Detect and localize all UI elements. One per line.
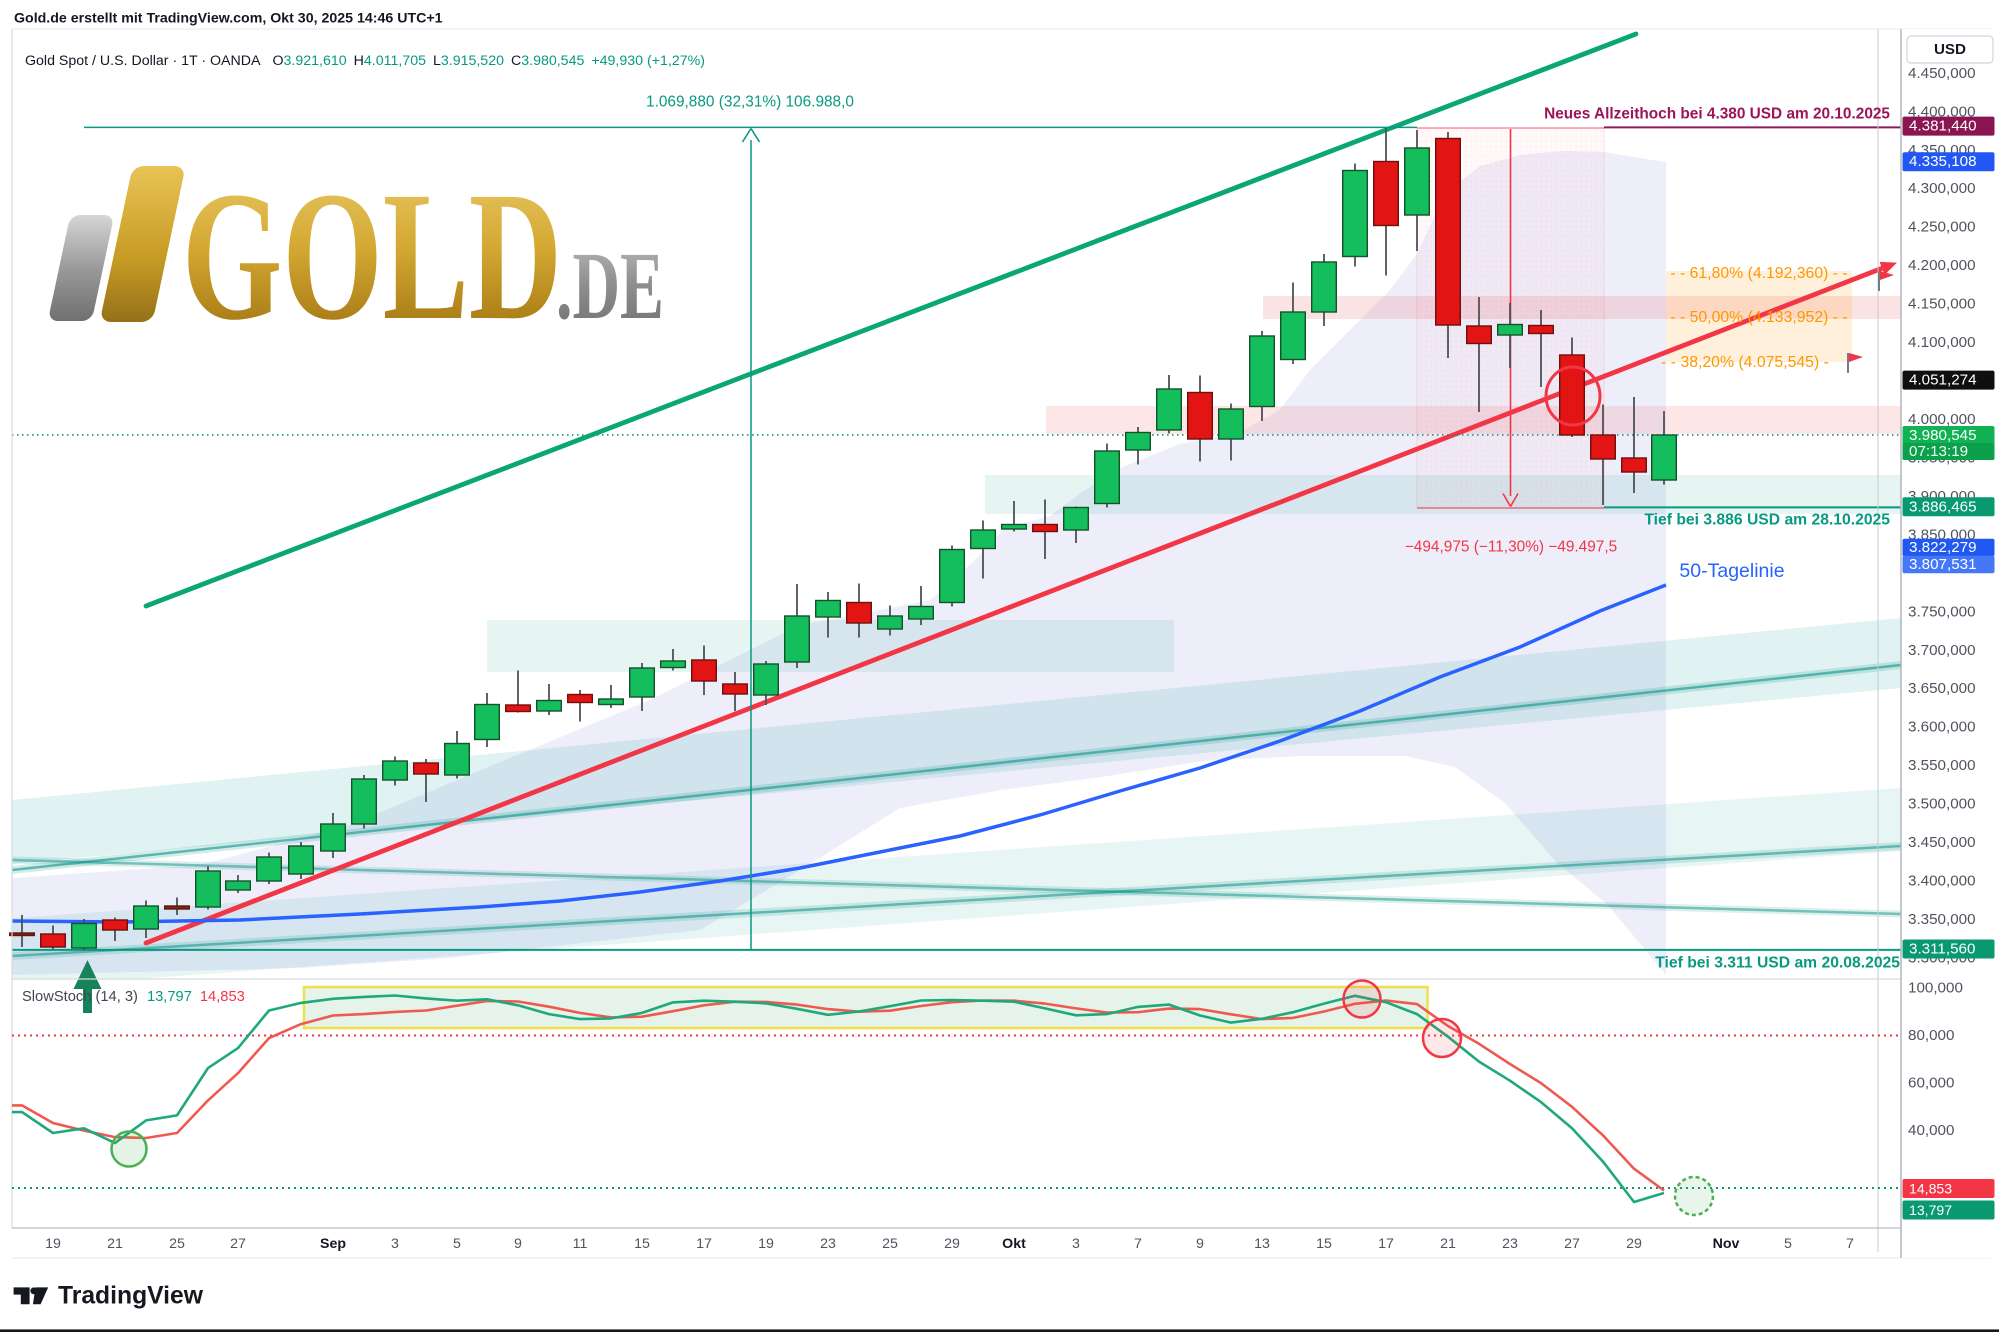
svg-text:3.550,000: 3.550,000 <box>1908 757 1976 774</box>
svg-text:15: 15 <box>1316 1236 1332 1252</box>
svg-text:4.400,000: 4.400,000 <box>1908 103 1976 120</box>
svg-text:19: 19 <box>45 1236 61 1252</box>
svg-text:80,000: 80,000 <box>1908 1027 1954 1044</box>
svg-text:100,000: 100,000 <box>1908 979 1963 996</box>
svg-text:Gold Spot / U.S. Dollar · 1T ·: Gold Spot / U.S. Dollar · 1T · OANDA O3.9… <box>25 53 705 69</box>
svg-text:Nov: Nov <box>1713 1236 1740 1252</box>
svg-text:9: 9 <box>1196 1236 1204 1252</box>
svg-text:4.051,274: 4.051,274 <box>1909 372 1977 389</box>
svg-text:07:13:19: 07:13:19 <box>1909 443 1968 460</box>
svg-text:1.069,880 (32,31%) 106.988,0: 1.069,880 (32,31%) 106.988,0 <box>646 94 854 111</box>
svg-text:25: 25 <box>169 1236 185 1252</box>
svg-text:13,797: 13,797 <box>1909 1202 1952 1218</box>
svg-text:4.450,000: 4.450,000 <box>1908 65 1976 82</box>
svg-text:3: 3 <box>1072 1236 1080 1252</box>
svg-text:USD: USD <box>1934 41 1966 58</box>
svg-text:21: 21 <box>107 1236 123 1252</box>
svg-text:29: 29 <box>944 1236 960 1252</box>
svg-text:Sep: Sep <box>320 1236 346 1252</box>
svg-text:23: 23 <box>1502 1236 1518 1252</box>
svg-text:17: 17 <box>1378 1236 1394 1252</box>
svg-text:4.000,000: 4.000,000 <box>1908 411 1976 428</box>
svg-text:TradingView: TradingView <box>58 1283 204 1310</box>
svg-text:5: 5 <box>1784 1236 1792 1252</box>
svg-text:4.335,108: 4.335,108 <box>1909 153 1977 170</box>
svg-text:3.750,000: 3.750,000 <box>1908 603 1976 620</box>
svg-text:.DE: .DE <box>556 232 664 339</box>
svg-text:21: 21 <box>1440 1236 1456 1252</box>
svg-text:3.350,000: 3.350,000 <box>1908 911 1976 928</box>
svg-text:17: 17 <box>696 1236 712 1252</box>
svg-text:50-Tagelinie: 50-Tagelinie <box>1679 560 1784 582</box>
svg-text:3: 3 <box>391 1236 399 1252</box>
svg-text:3.500,000: 3.500,000 <box>1908 796 1976 813</box>
svg-text:Tief bei 3.311 USD am 20.08.20: Tief bei 3.311 USD am 20.08.2025 <box>1655 955 1900 972</box>
svg-text:27: 27 <box>1564 1236 1580 1252</box>
svg-text:4.381,440: 4.381,440 <box>1909 118 1977 135</box>
svg-text:3.311,560: 3.311,560 <box>1909 941 1975 958</box>
svg-text:40,000: 40,000 <box>1908 1122 1954 1139</box>
svg-text:5: 5 <box>453 1236 461 1252</box>
svg-text:3.450,000: 3.450,000 <box>1908 834 1976 851</box>
svg-text:29: 29 <box>1626 1236 1642 1252</box>
svg-text:25: 25 <box>882 1236 898 1252</box>
svg-text:Neues Allzeithoch bei 4.380 US: Neues Allzeithoch bei 4.380 USD am 20.10… <box>1544 106 1890 123</box>
svg-text:7: 7 <box>1846 1236 1854 1252</box>
svg-text:13: 13 <box>1254 1236 1270 1252</box>
svg-text:Okt: Okt <box>1002 1236 1026 1252</box>
svg-text:4.300,000: 4.300,000 <box>1908 180 1976 197</box>
svg-text:60,000: 60,000 <box>1908 1075 1954 1092</box>
svg-text:3.980,545: 3.980,545 <box>1909 427 1977 444</box>
svg-text:GOLD: GOLD <box>182 154 562 359</box>
svg-text:3.400,000: 3.400,000 <box>1908 873 1976 890</box>
svg-text:−494,975 (−11,30%) −49.497,5: −494,975 (−11,30%) −49.497,5 <box>1405 539 1617 556</box>
svg-text:4.250,000: 4.250,000 <box>1908 219 1976 236</box>
svg-text:- - 50,00% (4.133,952) - -: - - 50,00% (4.133,952) - - <box>1670 309 1847 326</box>
svg-text:3.700,000: 3.700,000 <box>1908 642 1976 659</box>
svg-text:- - 61,80% (4.192,360) - -: - - 61,80% (4.192,360) - - <box>1670 265 1847 282</box>
svg-text:3.886,465: 3.886,465 <box>1909 498 1977 515</box>
svg-text:Tief bei 3.886 USD am 28.10.20: Tief bei 3.886 USD am 28.10.2025 <box>1644 512 1890 529</box>
svg-text:9: 9 <box>514 1236 522 1252</box>
svg-text:4.100,000: 4.100,000 <box>1908 334 1976 351</box>
svg-text:19: 19 <box>758 1236 774 1252</box>
svg-text:3.822,279: 3.822,279 <box>1909 539 1977 556</box>
svg-text:4.150,000: 4.150,000 <box>1908 296 1976 313</box>
svg-text:11: 11 <box>573 1236 588 1252</box>
svg-text:27: 27 <box>230 1236 246 1252</box>
svg-text:23: 23 <box>820 1236 836 1252</box>
svg-text:14,853: 14,853 <box>1909 1181 1952 1197</box>
svg-text:- - 38,20% (4.075,545) -: - - 38,20% (4.075,545) - <box>1661 354 1829 371</box>
svg-text:4.200,000: 4.200,000 <box>1908 257 1976 274</box>
svg-text:3.600,000: 3.600,000 <box>1908 719 1976 736</box>
svg-text:Gold.de erstellt mit TradingVi: Gold.de erstellt mit TradingView.com, Ok… <box>14 11 443 27</box>
svg-text:7: 7 <box>1134 1236 1142 1252</box>
svg-text:15: 15 <box>634 1236 650 1252</box>
svg-text:3.807,531: 3.807,531 <box>1909 556 1977 573</box>
svg-text:3.650,000: 3.650,000 <box>1908 680 1976 697</box>
